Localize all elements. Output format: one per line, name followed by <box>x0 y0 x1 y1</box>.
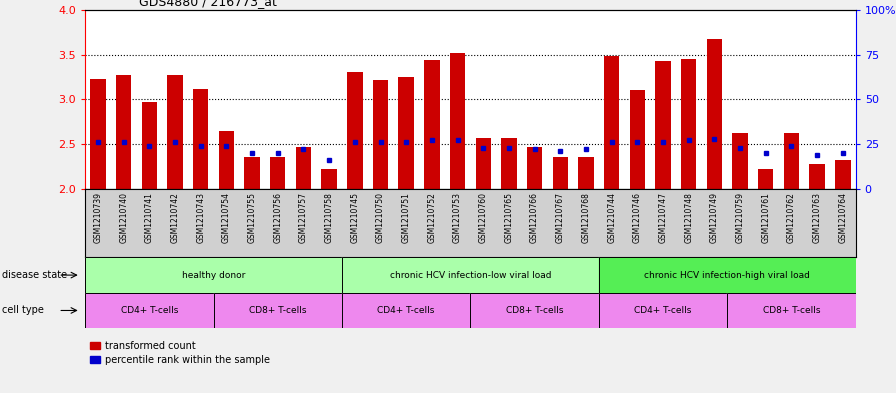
Text: GSM1210741: GSM1210741 <box>145 192 154 243</box>
Text: cell type: cell type <box>2 305 44 316</box>
Text: GSM1210757: GSM1210757 <box>299 192 308 243</box>
Text: GSM1210751: GSM1210751 <box>401 192 410 243</box>
Bar <box>342 257 599 293</box>
Bar <box>655 61 671 189</box>
Bar <box>322 169 337 189</box>
Bar <box>501 138 517 189</box>
Bar <box>450 53 465 189</box>
Bar <box>599 293 728 328</box>
Text: GSM1210763: GSM1210763 <box>813 192 822 243</box>
Bar <box>527 147 542 189</box>
Legend: transformed count, percentile rank within the sample: transformed count, percentile rank withi… <box>90 341 270 365</box>
Text: GSM1210768: GSM1210768 <box>582 192 590 243</box>
Bar <box>728 293 856 328</box>
Text: GSM1210746: GSM1210746 <box>633 192 642 243</box>
Text: GSM1210766: GSM1210766 <box>530 192 539 243</box>
Text: GSM1210749: GSM1210749 <box>710 192 719 243</box>
Bar <box>681 59 696 189</box>
Bar <box>424 60 440 189</box>
Text: CD8+ T-cells: CD8+ T-cells <box>249 306 306 315</box>
Bar <box>470 293 599 328</box>
Text: GSM1210753: GSM1210753 <box>453 192 462 243</box>
Bar <box>835 160 850 189</box>
Text: CD4+ T-cells: CD4+ T-cells <box>377 306 435 315</box>
Bar <box>553 157 568 189</box>
Bar <box>809 163 825 189</box>
Bar <box>90 79 106 189</box>
Bar <box>470 293 599 328</box>
Text: GSM1210745: GSM1210745 <box>350 192 359 243</box>
Text: GSM1210755: GSM1210755 <box>247 192 256 243</box>
Text: CD4+ T-cells: CD4+ T-cells <box>634 306 692 315</box>
Text: healthy donor: healthy donor <box>182 271 246 279</box>
Bar <box>85 293 213 328</box>
Bar <box>245 157 260 189</box>
Text: GSM1210744: GSM1210744 <box>607 192 616 243</box>
Text: GSM1210740: GSM1210740 <box>119 192 128 243</box>
Text: GSM1210754: GSM1210754 <box>222 192 231 243</box>
Text: GSM1210756: GSM1210756 <box>273 192 282 243</box>
Bar <box>578 157 594 189</box>
Bar <box>219 131 234 189</box>
Text: CD8+ T-cells: CD8+ T-cells <box>506 306 564 315</box>
Text: GSM1210747: GSM1210747 <box>659 192 668 243</box>
Text: GDS4880 / 216773_at: GDS4880 / 216773_at <box>139 0 277 8</box>
Bar <box>116 75 132 189</box>
Text: GSM1210739: GSM1210739 <box>93 192 102 243</box>
Bar <box>213 293 342 328</box>
Text: GSM1210765: GSM1210765 <box>504 192 513 243</box>
Bar <box>342 293 470 328</box>
Text: GSM1210742: GSM1210742 <box>170 192 179 243</box>
Bar <box>373 79 388 189</box>
Bar <box>599 257 856 293</box>
Text: GSM1210761: GSM1210761 <box>762 192 771 243</box>
Text: chronic HCV infection-low viral load: chronic HCV infection-low viral load <box>390 271 551 279</box>
Text: CD8+ T-cells: CD8+ T-cells <box>762 306 820 315</box>
Bar <box>604 56 619 189</box>
Text: GSM1210759: GSM1210759 <box>736 192 745 243</box>
Bar <box>399 77 414 189</box>
Bar <box>193 88 209 189</box>
Text: GSM1210748: GSM1210748 <box>685 192 694 243</box>
Bar <box>784 133 799 189</box>
Bar <box>296 147 311 189</box>
Bar <box>630 90 645 189</box>
Bar <box>599 257 856 293</box>
Text: GSM1210760: GSM1210760 <box>478 192 487 243</box>
Text: GSM1210752: GSM1210752 <box>427 192 436 243</box>
Bar <box>476 138 491 189</box>
Bar <box>85 257 342 293</box>
Bar <box>707 39 722 189</box>
Bar <box>142 102 157 189</box>
Text: GSM1210743: GSM1210743 <box>196 192 205 243</box>
Bar <box>342 257 599 293</box>
Text: GSM1210762: GSM1210762 <box>787 192 796 243</box>
Bar <box>85 293 213 328</box>
Bar <box>599 293 728 328</box>
Bar <box>758 169 773 189</box>
Bar <box>347 72 363 189</box>
Bar <box>168 75 183 189</box>
Text: chronic HCV infection-high viral load: chronic HCV infection-high viral load <box>644 271 810 279</box>
Text: GSM1210750: GSM1210750 <box>376 192 385 243</box>
Bar <box>728 293 856 328</box>
Bar <box>270 157 286 189</box>
Text: GSM1210764: GSM1210764 <box>839 192 848 243</box>
Bar <box>85 257 342 293</box>
Text: disease state: disease state <box>2 270 67 280</box>
Text: GSM1210758: GSM1210758 <box>324 192 333 243</box>
Text: CD4+ T-cells: CD4+ T-cells <box>121 306 178 315</box>
Bar <box>342 293 470 328</box>
Text: GSM1210767: GSM1210767 <box>556 192 564 243</box>
Bar <box>732 133 748 189</box>
Bar <box>213 293 342 328</box>
